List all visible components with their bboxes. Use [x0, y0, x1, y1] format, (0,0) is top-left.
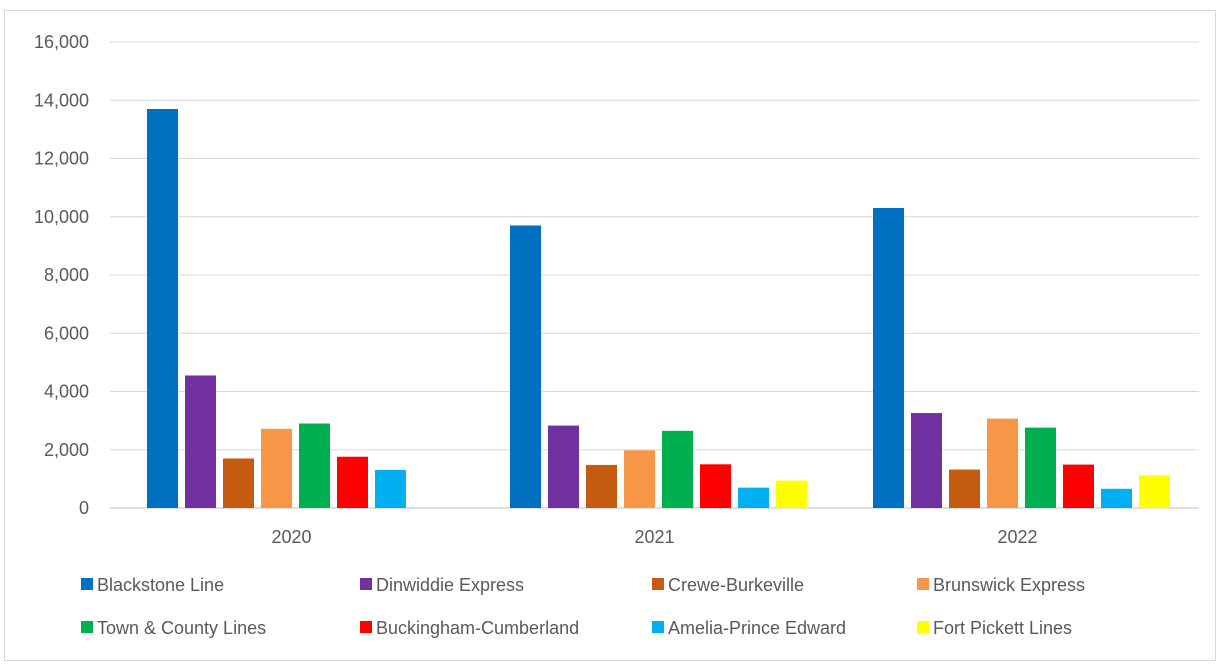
bar-blackstone-line-2020 — [147, 108, 178, 509]
y-tick-label: 2,000 — [44, 440, 89, 460]
bar-buckingham-cumberland-2022 — [1063, 464, 1094, 508]
y-tick-label: 4,000 — [44, 382, 89, 402]
x-tick-label: 2022 — [997, 527, 1037, 547]
legend: Blackstone Line Dinwiddie Express Crewe-Bu… — [81, 575, 1085, 638]
bar-crewe-burkeville-2020 — [223, 458, 254, 508]
bar-blackstone-line-2022 — [873, 208, 904, 508]
y-tick-label: 8,000 — [44, 265, 89, 285]
legend-swatch — [652, 621, 664, 633]
legend-label: Buckingham-Cumberland — [376, 618, 579, 638]
legend-item-crewe-burkeville: Crewe-Burkeville — [652, 575, 804, 595]
bar-blackstone-line-2021 — [510, 225, 541, 509]
bar-brunswick-express-2020 — [261, 428, 292, 508]
legend-label: Dinwiddie Express — [376, 575, 524, 595]
bar-fort-pickett-lines-2022 — [1139, 475, 1170, 508]
bar-amelia-prince-edward-2020 — [375, 469, 406, 508]
legend-label: Blackstone Line — [97, 575, 224, 595]
bar-amelia-prince-edward-2022 — [1101, 488, 1132, 508]
y-tick-label: 14,000 — [34, 90, 89, 110]
bar-brunswick-express-2021 — [624, 450, 655, 508]
legend-label: Brunswick Express — [933, 575, 1085, 595]
legend-label: Crewe-Burkeville — [668, 575, 804, 595]
legend-label: Amelia-Prince Edward — [668, 618, 846, 638]
legend-item-fort-pickett-lines: Fort Pickett Lines — [917, 618, 1072, 638]
bar-buckingham-cumberland-2021 — [700, 464, 731, 508]
legend-swatch — [652, 578, 664, 590]
legend-item-brunswick-express: Brunswick Express — [917, 575, 1085, 595]
bar-dinwiddie-express-2020 — [185, 375, 216, 508]
legend-item-town-county-lines: Town & County Lines — [81, 618, 266, 638]
legend-item-blackstone-line: Blackstone Line — [81, 575, 224, 595]
bar-town-county-lines-2021 — [662, 430, 693, 508]
y-tick-label: 10,000 — [34, 207, 89, 227]
legend-swatch — [360, 578, 372, 590]
bars — [147, 108, 1170, 509]
legend-swatch — [917, 578, 929, 590]
legend-swatch — [917, 621, 929, 633]
y-tick-label: 0 — [79, 498, 89, 518]
legend-swatch — [360, 621, 372, 633]
bar-brunswick-express-2022 — [987, 418, 1018, 508]
legend-swatch — [81, 621, 93, 633]
bar-dinwiddie-express-2022 — [911, 413, 942, 508]
bar-crewe-burkeville-2022 — [949, 469, 980, 508]
bar-crewe-burkeville-2021 — [586, 464, 617, 508]
bar-dinwiddie-express-2021 — [548, 425, 579, 508]
y-axis-tick-labels: 0 2,000 4,000 6,000 8,000 10,000 12,000 14,000 1… — [34, 32, 89, 518]
bar-fort-pickett-lines-2021 — [776, 480, 807, 508]
legend-item-dinwiddie-express: Dinwiddie Express — [360, 575, 524, 595]
chart-frame — [4, 10, 1216, 661]
y-tick-label: 16,000 — [34, 32, 89, 52]
x-tick-label: 2021 — [634, 527, 674, 547]
legend-label: Fort Pickett Lines — [933, 618, 1072, 638]
y-tick-label: 12,000 — [34, 149, 89, 169]
legend-item-amelia-prince-edward: Amelia-Prince Edward — [652, 618, 846, 638]
x-axis-tick-labels: 2020 2021 2022 — [271, 527, 1037, 547]
bar-town-county-lines-2020 — [299, 423, 330, 508]
bar-amelia-prince-edward-2021 — [738, 487, 769, 508]
bar-town-county-lines-2022 — [1025, 427, 1056, 508]
bar-buckingham-cumberland-2020 — [337, 456, 368, 508]
y-tick-label: 6,000 — [44, 323, 89, 343]
legend-label: Town & County Lines — [97, 618, 266, 638]
legend-item-buckingham-cumberland: Buckingham-Cumberland — [360, 618, 579, 638]
legend-swatch — [81, 578, 93, 590]
x-tick-label: 2020 — [271, 527, 311, 547]
